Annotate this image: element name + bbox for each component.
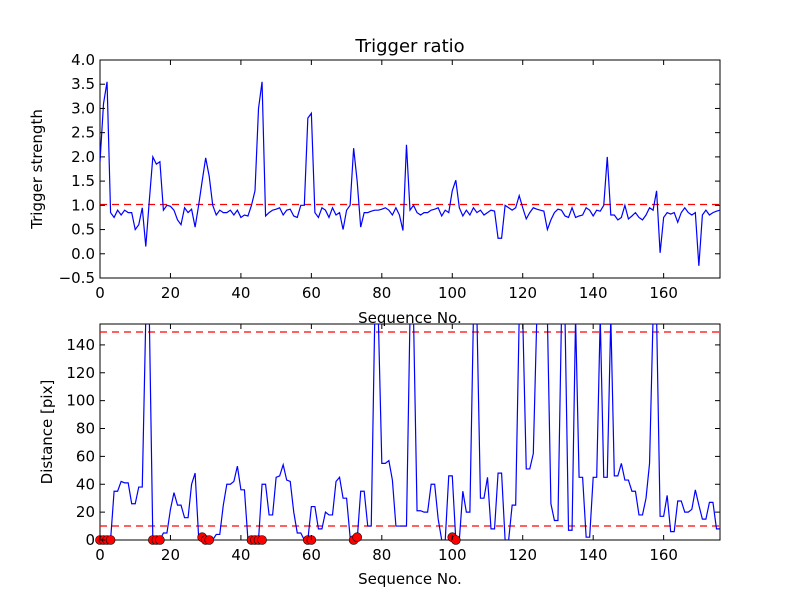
bottom-x-tick-label: 160 bbox=[649, 546, 678, 564]
top-chart-title: Trigger ratio bbox=[354, 36, 464, 57]
top-x-tick-label: 140 bbox=[579, 284, 608, 302]
top-plot bbox=[99, 59, 721, 279]
bottom-plot bbox=[95, 323, 721, 545]
bottom-x-axis-label: Sequence No. bbox=[358, 570, 462, 588]
bottom-x-tick-label: 20 bbox=[161, 546, 180, 564]
bottom-x-tick-label: 140 bbox=[579, 546, 608, 564]
marker-point bbox=[352, 532, 362, 543]
marker-point bbox=[105, 535, 116, 545]
bottom-x-tick-label: 60 bbox=[302, 546, 321, 564]
bottom-y-tick-label: 120 bbox=[66, 364, 95, 382]
bottom-y-tick-label: 80 bbox=[76, 420, 95, 438]
bottom-y-tick-label: 0 bbox=[85, 531, 95, 549]
marker-point bbox=[450, 535, 461, 545]
top-x-tick-label: 100 bbox=[438, 284, 467, 302]
bottom-x-tick-label: 0 bbox=[95, 546, 105, 564]
marker-point bbox=[155, 535, 165, 545]
top-y-tick-label: 3.5 bbox=[71, 75, 95, 93]
bottom-x-tick-label: 100 bbox=[438, 546, 467, 564]
bottom-x-tick-label: 120 bbox=[508, 546, 537, 564]
bottom-y-axis-label: Distance [pix] bbox=[38, 380, 56, 485]
bottom-plot-frame bbox=[99, 323, 721, 541]
bottom-y-tick-label: 60 bbox=[76, 447, 95, 465]
top-y-tick-label: 0.5 bbox=[71, 221, 95, 239]
top-x-tick-label: 40 bbox=[231, 284, 250, 302]
top-y-tick-label: 3.0 bbox=[71, 99, 95, 117]
ticks: 0 20 40 60 80 100 120 140 160 −0.5 0.0 0.5 1.0 1.5 2.0… bbox=[59, 51, 720, 564]
top-y-tick-label: 0.0 bbox=[71, 245, 95, 263]
top-x-tick-label: 120 bbox=[508, 284, 537, 302]
bottom-markers bbox=[95, 532, 461, 545]
bottom-y-tick-label: 20 bbox=[76, 503, 95, 521]
bottom-y-tick-label: 140 bbox=[66, 336, 95, 354]
top-series-line bbox=[100, 81, 720, 266]
top-x-tick-label: 0 bbox=[95, 284, 105, 302]
marker-point bbox=[257, 535, 267, 545]
top-x-tick-label: 60 bbox=[302, 284, 321, 302]
top-y-tick-label: 1.0 bbox=[71, 196, 95, 214]
top-y-tick-label: 2.0 bbox=[71, 148, 95, 166]
top-x-tick-label: 20 bbox=[161, 284, 180, 302]
bottom-y-tick-label: 100 bbox=[66, 392, 95, 410]
top-y-tick-label: 4.0 bbox=[71, 51, 95, 69]
top-x-axis-label: Sequence No. bbox=[358, 309, 462, 327]
top-plot-frame bbox=[99, 59, 721, 279]
top-y-tick-label: −0.5 bbox=[59, 269, 95, 287]
top-x-tick-label: 160 bbox=[649, 284, 678, 302]
bottom-y-tick-label: 40 bbox=[76, 475, 95, 493]
top-y-tick-label: 1.5 bbox=[71, 172, 95, 190]
top-y-tick-label: 2.5 bbox=[71, 124, 95, 142]
top-x-tick-label: 80 bbox=[372, 284, 391, 302]
bottom-series-line bbox=[100, 324, 720, 540]
top-y-axis-label: Trigger strength bbox=[28, 109, 46, 230]
marker-point bbox=[204, 535, 214, 545]
bottom-x-tick-label: 40 bbox=[231, 546, 250, 564]
bottom-x-tick-label: 80 bbox=[372, 546, 391, 564]
